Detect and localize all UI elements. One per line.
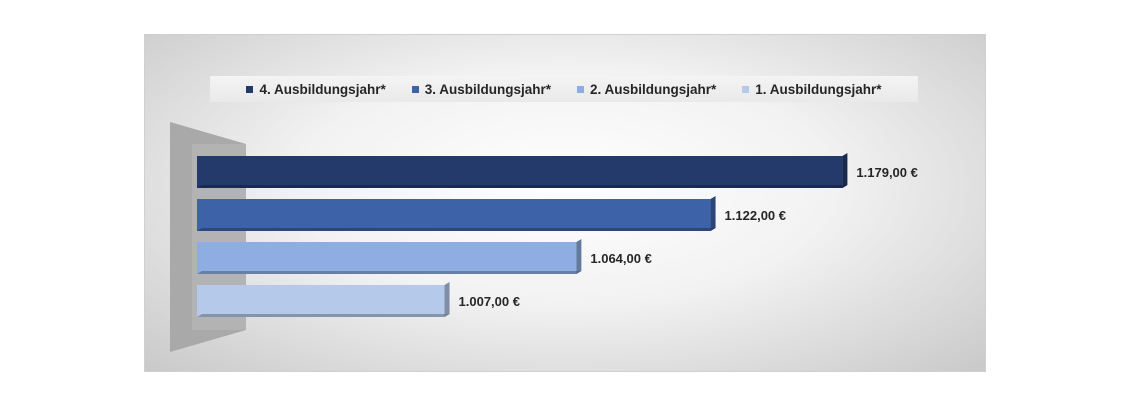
- legend-label-1: 1. Ausbildungsjahr*: [755, 81, 882, 97]
- bar-side-1: [444, 282, 450, 317]
- legend-item-1: 1. Ausbildungsjahr*: [742, 81, 882, 97]
- chart-wall-face: [192, 144, 246, 330]
- bar-bottom-1: [197, 314, 450, 317]
- legend-label-2: 2. Ausbildungsjahr*: [590, 81, 717, 97]
- legend-label-4: 4. Ausbildungsjahr*: [259, 81, 386, 97]
- data-label-4: 1.179,00 €: [856, 165, 917, 180]
- bar-bottom-2: [197, 271, 582, 274]
- data-label-2: 1.064,00 €: [590, 251, 651, 266]
- legend-swatch-1: [742, 85, 750, 93]
- legend: 4. Ausbildungsjahr* 3. Ausbildungsjahr* …: [210, 76, 918, 102]
- bar-side-3: [710, 196, 716, 231]
- legend-swatch-4: [246, 85, 254, 93]
- bar-1: [197, 285, 445, 317]
- legend-item-3: 3. Ausbildungsjahr*: [411, 81, 551, 97]
- bar-side-2: [576, 239, 582, 274]
- bar-bottom-4: [197, 185, 848, 188]
- legend-item-4: 4. Ausbildungsjahr*: [246, 81, 386, 97]
- legend-item-2: 2. Ausbildungsjahr*: [577, 82, 716, 97]
- data-label-3: 1.122,00 €: [725, 208, 786, 223]
- bar-bottom-3: [197, 228, 716, 231]
- bar-3: [197, 199, 711, 231]
- legend-swatch-2: [577, 85, 584, 93]
- bar-side-4: [842, 153, 848, 188]
- legend-swatch-3: [411, 85, 419, 93]
- data-label-1: 1.007,00 €: [459, 294, 520, 309]
- bar-4: [197, 156, 843, 188]
- bar-2: [197, 242, 577, 274]
- legend-label-3: 3. Ausbildungsjahr*: [424, 81, 551, 97]
